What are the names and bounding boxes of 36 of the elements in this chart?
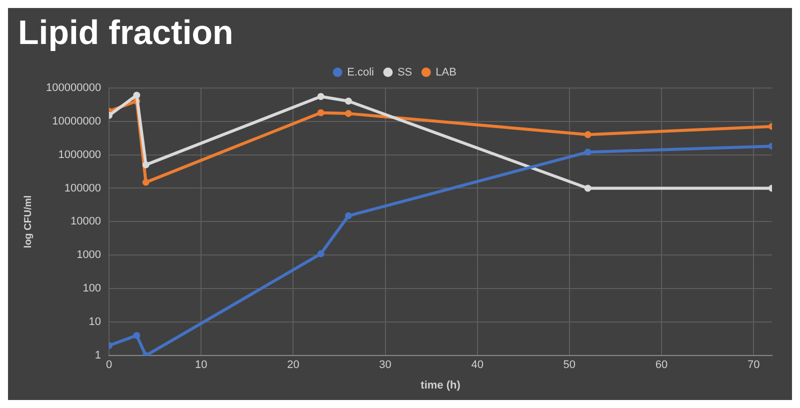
- y-tick-label: 1: [94, 350, 102, 362]
- point: [317, 109, 324, 116]
- x-tick-label: 60: [655, 359, 668, 372]
- legend-label: LAB: [436, 66, 456, 78]
- legend-label: E.coli: [347, 66, 374, 78]
- y-tick-label: 10000: [70, 216, 102, 228]
- legend-label: SS: [397, 66, 412, 78]
- chart-title: Lipid fraction: [18, 14, 234, 52]
- y-tick-label: 100000: [64, 182, 102, 194]
- point: [142, 178, 150, 186]
- point: [584, 148, 592, 156]
- x-tick-label: 40: [471, 359, 484, 372]
- point: [344, 212, 352, 220]
- x-tick-label: 0: [106, 359, 112, 372]
- y-tick-label: 1000000: [58, 148, 102, 161]
- y-tick-label: 1000: [76, 249, 102, 262]
- x-tick-label: 30: [379, 359, 392, 372]
- x-tick-label: 20: [287, 359, 300, 372]
- point: [133, 332, 140, 339]
- y-tick-label: 10000000: [52, 115, 102, 128]
- point: [584, 131, 592, 138]
- point: [344, 98, 352, 105]
- x-tick-label: 50: [563, 359, 576, 372]
- point: [584, 184, 592, 192]
- y-tick-label: 10: [88, 316, 102, 328]
- point: [344, 110, 352, 118]
- x-tick-label: 70: [747, 359, 760, 372]
- point: [133, 92, 140, 99]
- point: [142, 161, 150, 168]
- x-tick-label: 10: [195, 359, 208, 372]
- y-tick-label: 100: [82, 282, 102, 295]
- y-axis-title: log CFU/ml: [22, 195, 34, 248]
- point: [317, 92, 324, 100]
- x-axis-title: time (h): [420, 379, 461, 392]
- point: [317, 250, 324, 258]
- y-tick-label: 100000000: [46, 82, 102, 94]
